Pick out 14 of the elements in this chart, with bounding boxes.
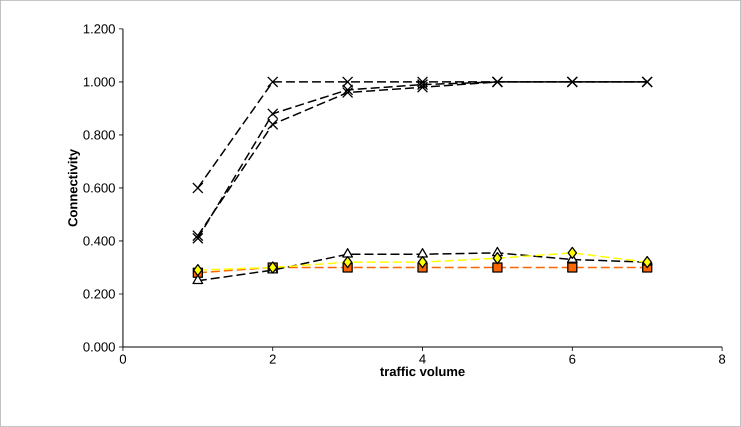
x-axis-title: traffic volume bbox=[380, 366, 465, 376]
x-tick-label: 2 bbox=[270, 354, 276, 364]
y-tick-label: 0.400 bbox=[83, 236, 115, 246]
x-tick-label: 0 bbox=[120, 354, 126, 364]
x-tick-label: 6 bbox=[569, 354, 576, 364]
y-tick-label: 0.000 bbox=[83, 342, 115, 352]
y-tick-label: 0.800 bbox=[83, 130, 115, 140]
y-tick-label: 0.200 bbox=[83, 289, 115, 299]
y-tick-label: 1.200 bbox=[84, 24, 115, 34]
y-tick-label: 1.000 bbox=[84, 77, 115, 87]
y-axis-title: Connectivity bbox=[68, 149, 80, 226]
x-tick-label: 4 bbox=[419, 354, 426, 364]
x-tick-label: 8 bbox=[719, 354, 726, 364]
y-tick-label: 0.600 bbox=[83, 183, 115, 193]
